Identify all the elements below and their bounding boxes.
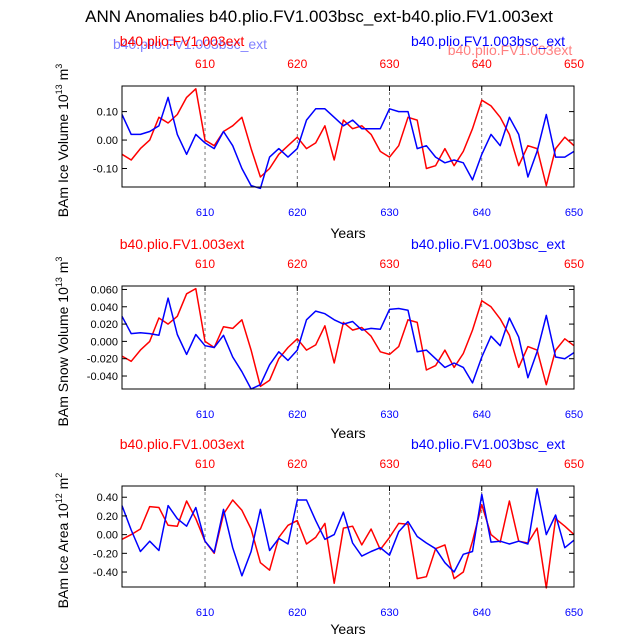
x-tick-label-bottom: 610 — [196, 409, 214, 421]
series-line-b40-plio-fv1-003ext — [121, 287, 575, 388]
x-axis-label: Years — [330, 621, 365, 637]
y-axis-label-unit-exp: 3 — [54, 64, 64, 69]
x-tick-label-top: 650 — [564, 57, 584, 71]
x-tick-label-bottom: 610 — [196, 207, 214, 219]
plot-frame — [121, 485, 575, 588]
x-tick-label-top: 620 — [287, 457, 307, 471]
series-line-b40-plio-fv1-003ext — [121, 499, 575, 589]
x-tick-label-top: 610 — [195, 57, 215, 71]
legend-right: b40.plio.FV1.003bsc_ext — [411, 236, 565, 252]
y-tick-label: -0.040 — [87, 371, 118, 383]
y-axis-label-main: BAm Ice Volume 10 — [55, 94, 71, 217]
y-tick-label: -0.40 — [93, 567, 118, 579]
y-axis-label-exp: 13 — [54, 277, 64, 287]
plot-frame — [121, 85, 575, 188]
x-tick-label-top: 630 — [379, 57, 399, 71]
y-tick-label: 0.020 — [90, 319, 118, 331]
x-tick-label-top: 640 — [472, 257, 492, 271]
y-axis-label-main: BAm Ice Area 10 — [55, 503, 71, 608]
y-axis-label: BAm Ice Volume 1013 m3 — [54, 64, 71, 218]
plot-frame — [121, 285, 575, 390]
x-tick-label-top: 620 — [287, 257, 307, 271]
x-tick-label-top: 640 — [472, 457, 492, 471]
y-tick-label: 0.00 — [97, 135, 118, 147]
ghost-legend-right: b40.plio.FV1.003ext — [448, 42, 573, 58]
y-tick-label: 0.060 — [90, 284, 118, 296]
legend-left: b40.plio.FV1.003ext — [120, 33, 245, 49]
x-tick-label-bottom: 650 — [565, 409, 583, 421]
y-tick-label: 0.40 — [97, 492, 118, 504]
series-line-b40-plio-fv1-003ext — [121, 88, 575, 187]
y-axis-label-main: BAm Snow Volume 10 — [55, 287, 71, 427]
x-tick-label-bottom: 620 — [288, 207, 306, 219]
x-axis-label: Years — [330, 425, 365, 441]
y-tick-label: 0.040 — [90, 302, 118, 314]
x-tick-label-bottom: 610 — [196, 607, 214, 619]
y-tick-label: 0.10 — [97, 107, 118, 119]
y-tick-label: -0.020 — [87, 354, 118, 366]
x-tick-label-bottom: 630 — [380, 409, 398, 421]
y-axis-label-unit-exp: 3 — [54, 257, 64, 262]
x-tick-label-top: 610 — [195, 457, 215, 471]
legend-left: b40.plio.FV1.003ext — [120, 236, 245, 252]
x-tick-label-bottom: 620 — [288, 607, 306, 619]
panel-ice-volume: b40.plio.FV1.003bsc_ext b40.plio.FV1.003… — [54, 33, 584, 241]
x-tick-label-top: 650 — [564, 457, 584, 471]
x-tick-label-bottom: 630 — [380, 207, 398, 219]
panel-ice-area: b40.plio.FV1.003ext b40.plio.FV1.003bsc_… — [54, 436, 584, 637]
series-line-b40-plio-fv1-003bsc-ext — [121, 297, 575, 390]
x-tick-label-bottom: 650 — [565, 607, 583, 619]
y-axis-label-unit: m — [55, 262, 71, 278]
x-tick-label-bottom: 640 — [473, 207, 491, 219]
y-axis-label-exp: 13 — [54, 84, 64, 94]
x-tick-label-bottom: 640 — [473, 409, 491, 421]
x-tick-label-top: 650 — [564, 257, 584, 271]
y-axis-label-text: BAm Snow Volume 1013 m3 — [54, 257, 71, 427]
legend-right: b40.plio.FV1.003bsc_ext — [411, 33, 565, 49]
y-tick-label: -0.10 — [93, 164, 118, 176]
x-tick-label-top: 630 — [379, 457, 399, 471]
y-axis-label-unit: m — [55, 478, 71, 494]
panel-snow-volume: b40.plio.FV1.003ext b40.plio.FV1.003bsc_… — [54, 236, 584, 441]
y-tick-label: -0.20 — [93, 548, 118, 560]
x-tick-label-top: 610 — [195, 257, 215, 271]
series-line-b40-plio-fv1-003bsc-ext — [121, 96, 575, 190]
x-tick-label-bottom: 630 — [380, 607, 398, 619]
y-tick-label: 0.20 — [97, 511, 118, 523]
y-axis-label: BAm Snow Volume 1013 m3 — [54, 257, 71, 427]
y-axis-label-text: BAm Ice Volume 1013 m3 — [54, 64, 71, 218]
y-axis-label-exp: 12 — [54, 493, 64, 503]
x-axis-label: Years — [330, 225, 365, 241]
x-tick-label-top: 630 — [379, 257, 399, 271]
x-tick-label-top: 620 — [287, 57, 307, 71]
y-tick-label: 0.000 — [90, 336, 118, 348]
y-axis-label-unit-exp: 2 — [54, 473, 64, 478]
x-tick-label-bottom: 640 — [473, 607, 491, 619]
y-tick-label: 0.00 — [97, 530, 118, 542]
figure-title: ANN Anomalies b40.plio.FV1.003bsc_ext-b4… — [85, 7, 553, 26]
y-axis-label: BAm Ice Area 1012 m2 — [54, 473, 71, 609]
x-tick-label-top: 640 — [472, 57, 492, 71]
y-axis-label-unit: m — [55, 69, 71, 85]
ghost-legend-left: b40.plio.FV1.003bsc_ext — [113, 36, 267, 52]
legend-right: b40.plio.FV1.003bsc_ext — [411, 436, 565, 452]
x-tick-label-bottom: 650 — [565, 207, 583, 219]
y-axis-label-text: BAm Ice Area 1012 m2 — [54, 473, 71, 609]
legend-left: b40.plio.FV1.003ext — [120, 436, 245, 452]
x-tick-label-bottom: 620 — [288, 409, 306, 421]
series-line-b40-plio-fv1-003bsc-ext — [121, 488, 575, 577]
